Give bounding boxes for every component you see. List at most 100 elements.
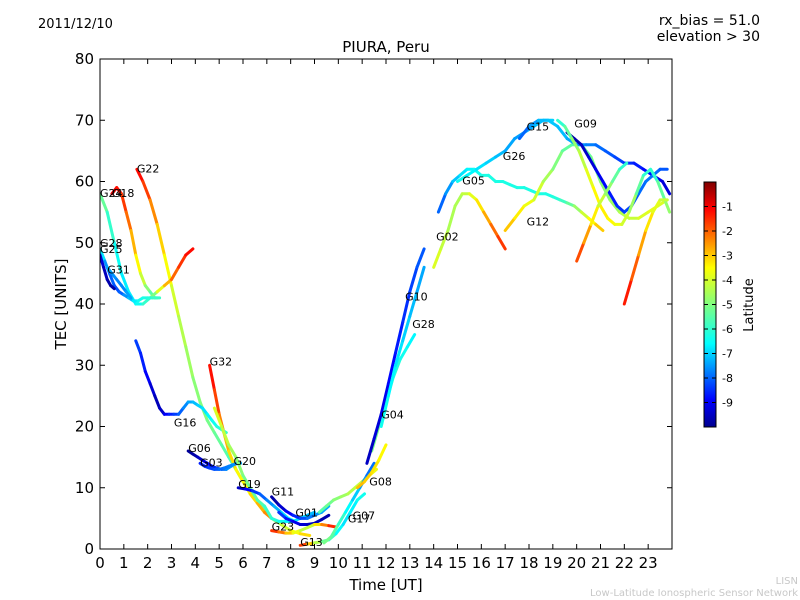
series-segment bbox=[522, 198, 536, 208]
series-segment bbox=[372, 412, 383, 441]
colorbar-tick-label: -9 bbox=[722, 397, 733, 410]
series-segment bbox=[120, 271, 131, 294]
series-segment bbox=[148, 198, 159, 226]
y-axis-label: TEC [UNITS] bbox=[52, 259, 70, 351]
series-g22 bbox=[135, 167, 312, 537]
rx-bias-label: rx_bias = 51.0 bbox=[658, 13, 760, 29]
series-segment bbox=[177, 314, 188, 349]
series-segment bbox=[109, 284, 116, 291]
series-label: G07 bbox=[353, 510, 376, 523]
series-segment bbox=[329, 523, 340, 539]
x-tick-label: 15 bbox=[448, 554, 467, 572]
series-segment bbox=[661, 180, 672, 196]
series-segment bbox=[556, 124, 569, 141]
series-label: G22 bbox=[137, 162, 160, 175]
x-tick-label: 7 bbox=[262, 554, 272, 572]
series-segment bbox=[527, 118, 540, 128]
series-segment bbox=[518, 124, 531, 141]
series-segment bbox=[153, 394, 162, 410]
series-segment bbox=[148, 382, 157, 398]
series-segment bbox=[100, 192, 109, 214]
series-g28 bbox=[100, 247, 159, 303]
series-segment bbox=[177, 253, 188, 269]
colorbar-tick-label: -3 bbox=[722, 250, 733, 263]
colorbar-tick-label: -6 bbox=[722, 323, 733, 336]
series-segment bbox=[135, 167, 145, 183]
series-segment bbox=[408, 290, 419, 318]
series-segment bbox=[467, 192, 479, 202]
series-segment bbox=[587, 155, 598, 171]
series-segment bbox=[320, 513, 331, 522]
series-segment bbox=[341, 510, 352, 526]
series-segment bbox=[277, 503, 288, 513]
series-segment bbox=[212, 388, 221, 416]
series-segment bbox=[436, 192, 448, 214]
series-label: G10 bbox=[405, 290, 428, 303]
series-segment bbox=[651, 198, 662, 214]
x-tick-label: 18 bbox=[519, 554, 538, 572]
x-tick-label: 17 bbox=[496, 554, 515, 572]
series-segment bbox=[572, 204, 583, 214]
series-segment bbox=[589, 204, 600, 226]
series-segment bbox=[398, 345, 409, 361]
series-segment bbox=[622, 278, 633, 306]
series-segment bbox=[120, 192, 128, 214]
series-segment bbox=[377, 443, 388, 462]
colorbar-tick-label: -4 bbox=[722, 274, 733, 287]
series-segment bbox=[584, 167, 595, 190]
series-segment bbox=[439, 229, 450, 251]
series-g15 bbox=[518, 118, 672, 196]
series-segment bbox=[453, 192, 464, 208]
series-segment bbox=[579, 210, 591, 220]
series-g10 bbox=[365, 247, 426, 465]
series-g29 bbox=[622, 198, 669, 306]
series-segment bbox=[124, 290, 133, 300]
series-segment bbox=[220, 443, 231, 459]
series-segment bbox=[129, 229, 138, 257]
series-segment bbox=[546, 118, 560, 128]
series-segment bbox=[102, 265, 109, 281]
series-segment bbox=[143, 369, 152, 386]
x-tick-label: 0 bbox=[95, 554, 105, 572]
series-segment bbox=[630, 253, 641, 281]
series-segment bbox=[258, 492, 269, 502]
series-segment bbox=[134, 339, 142, 355]
series-segment bbox=[556, 118, 567, 128]
x-tick-label: 5 bbox=[214, 554, 224, 572]
series-segment bbox=[105, 210, 116, 245]
series-segment bbox=[334, 523, 345, 536]
series-segment bbox=[594, 222, 605, 232]
series-segment bbox=[170, 265, 181, 281]
series-segment bbox=[632, 161, 645, 171]
series-segment bbox=[444, 180, 455, 196]
series-segment bbox=[365, 437, 376, 465]
series-segment bbox=[386, 363, 397, 398]
series-segment bbox=[503, 216, 517, 232]
y-tick-label: 60 bbox=[75, 173, 94, 191]
series-segment bbox=[594, 143, 607, 153]
series-segment bbox=[496, 235, 507, 251]
series-segment bbox=[401, 290, 412, 324]
x-tick-label: 14 bbox=[424, 554, 443, 572]
elevation-label: elevation > 30 bbox=[656, 29, 760, 45]
x-axis-label: Time [UT] bbox=[348, 576, 422, 594]
x-tick-label: 20 bbox=[567, 554, 586, 572]
series-segment bbox=[336, 510, 347, 526]
series-label: G09 bbox=[574, 118, 597, 131]
series-segment bbox=[227, 449, 238, 471]
series-segment bbox=[572, 137, 583, 147]
series-segment bbox=[634, 173, 645, 196]
series-segment bbox=[112, 241, 123, 275]
series-segment bbox=[627, 192, 638, 214]
y-tick-label: 30 bbox=[75, 356, 94, 374]
series-segment bbox=[234, 467, 245, 484]
x-tick-label: 2 bbox=[143, 554, 153, 572]
series-label: G28 bbox=[412, 318, 435, 331]
series-label: G15 bbox=[527, 121, 550, 134]
series-segment bbox=[484, 155, 498, 165]
series-segment bbox=[458, 167, 469, 177]
series-segment bbox=[351, 486, 362, 502]
series-label: G02 bbox=[436, 230, 459, 243]
series-segment bbox=[475, 161, 488, 171]
series-segment bbox=[644, 210, 655, 232]
